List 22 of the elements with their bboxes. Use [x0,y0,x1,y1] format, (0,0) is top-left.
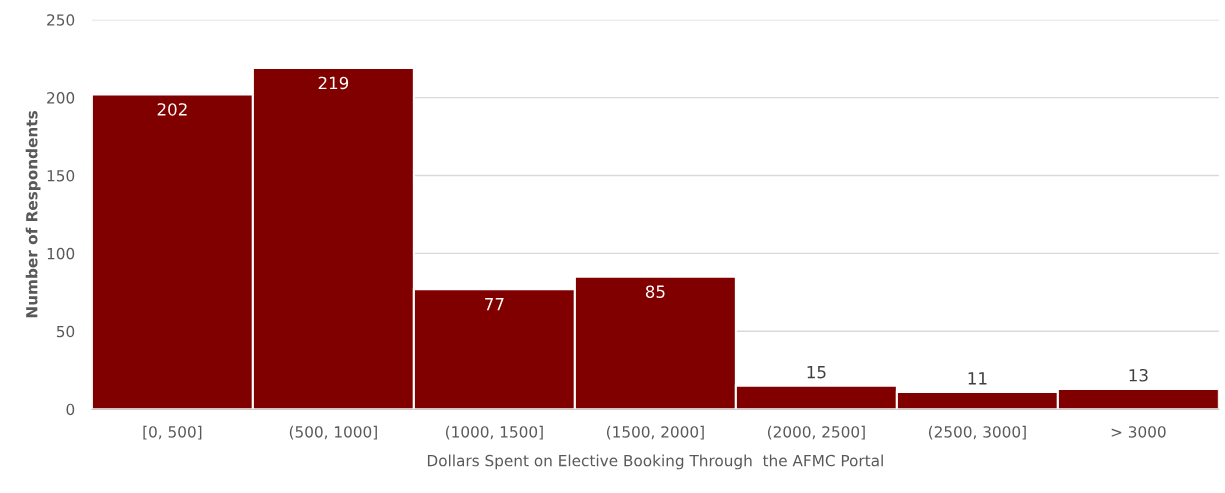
y-tick-label: 200 [47,92,75,104]
y-tick-label: 250 [47,14,75,26]
x-tick-label: (1000, 1500] [445,425,543,440]
x-tick-label: > 3000 [1111,426,1166,438]
data-label: 85 [645,285,665,298]
x-tick-label: (2000, 2500] [767,425,865,440]
x-tick-label: (1500, 2000] [606,425,704,440]
data-label: 11 [968,372,987,385]
y-tick-label: 0 [66,403,75,416]
data-label: 202 [157,103,187,116]
y-axis-title: Number of Respondents [25,111,41,318]
data-label: 219 [318,76,349,90]
y-tick-label: 100 [47,247,75,260]
y-tick-label: 150 [47,169,75,182]
x-tick-label: (500, 1000] [289,425,377,440]
y-tick-label: 50 [56,325,75,338]
data-label: 13 [1129,368,1148,382]
data-label: 77 [485,298,504,311]
x-tick-label: [0, 500] [143,425,202,440]
data-label: 15 [807,366,826,379]
x-axis-title: Dollars Spent on Elective Booking Through the AFMC Portal [427,454,883,470]
x-tick-label: (2500, 3000] [928,425,1026,440]
